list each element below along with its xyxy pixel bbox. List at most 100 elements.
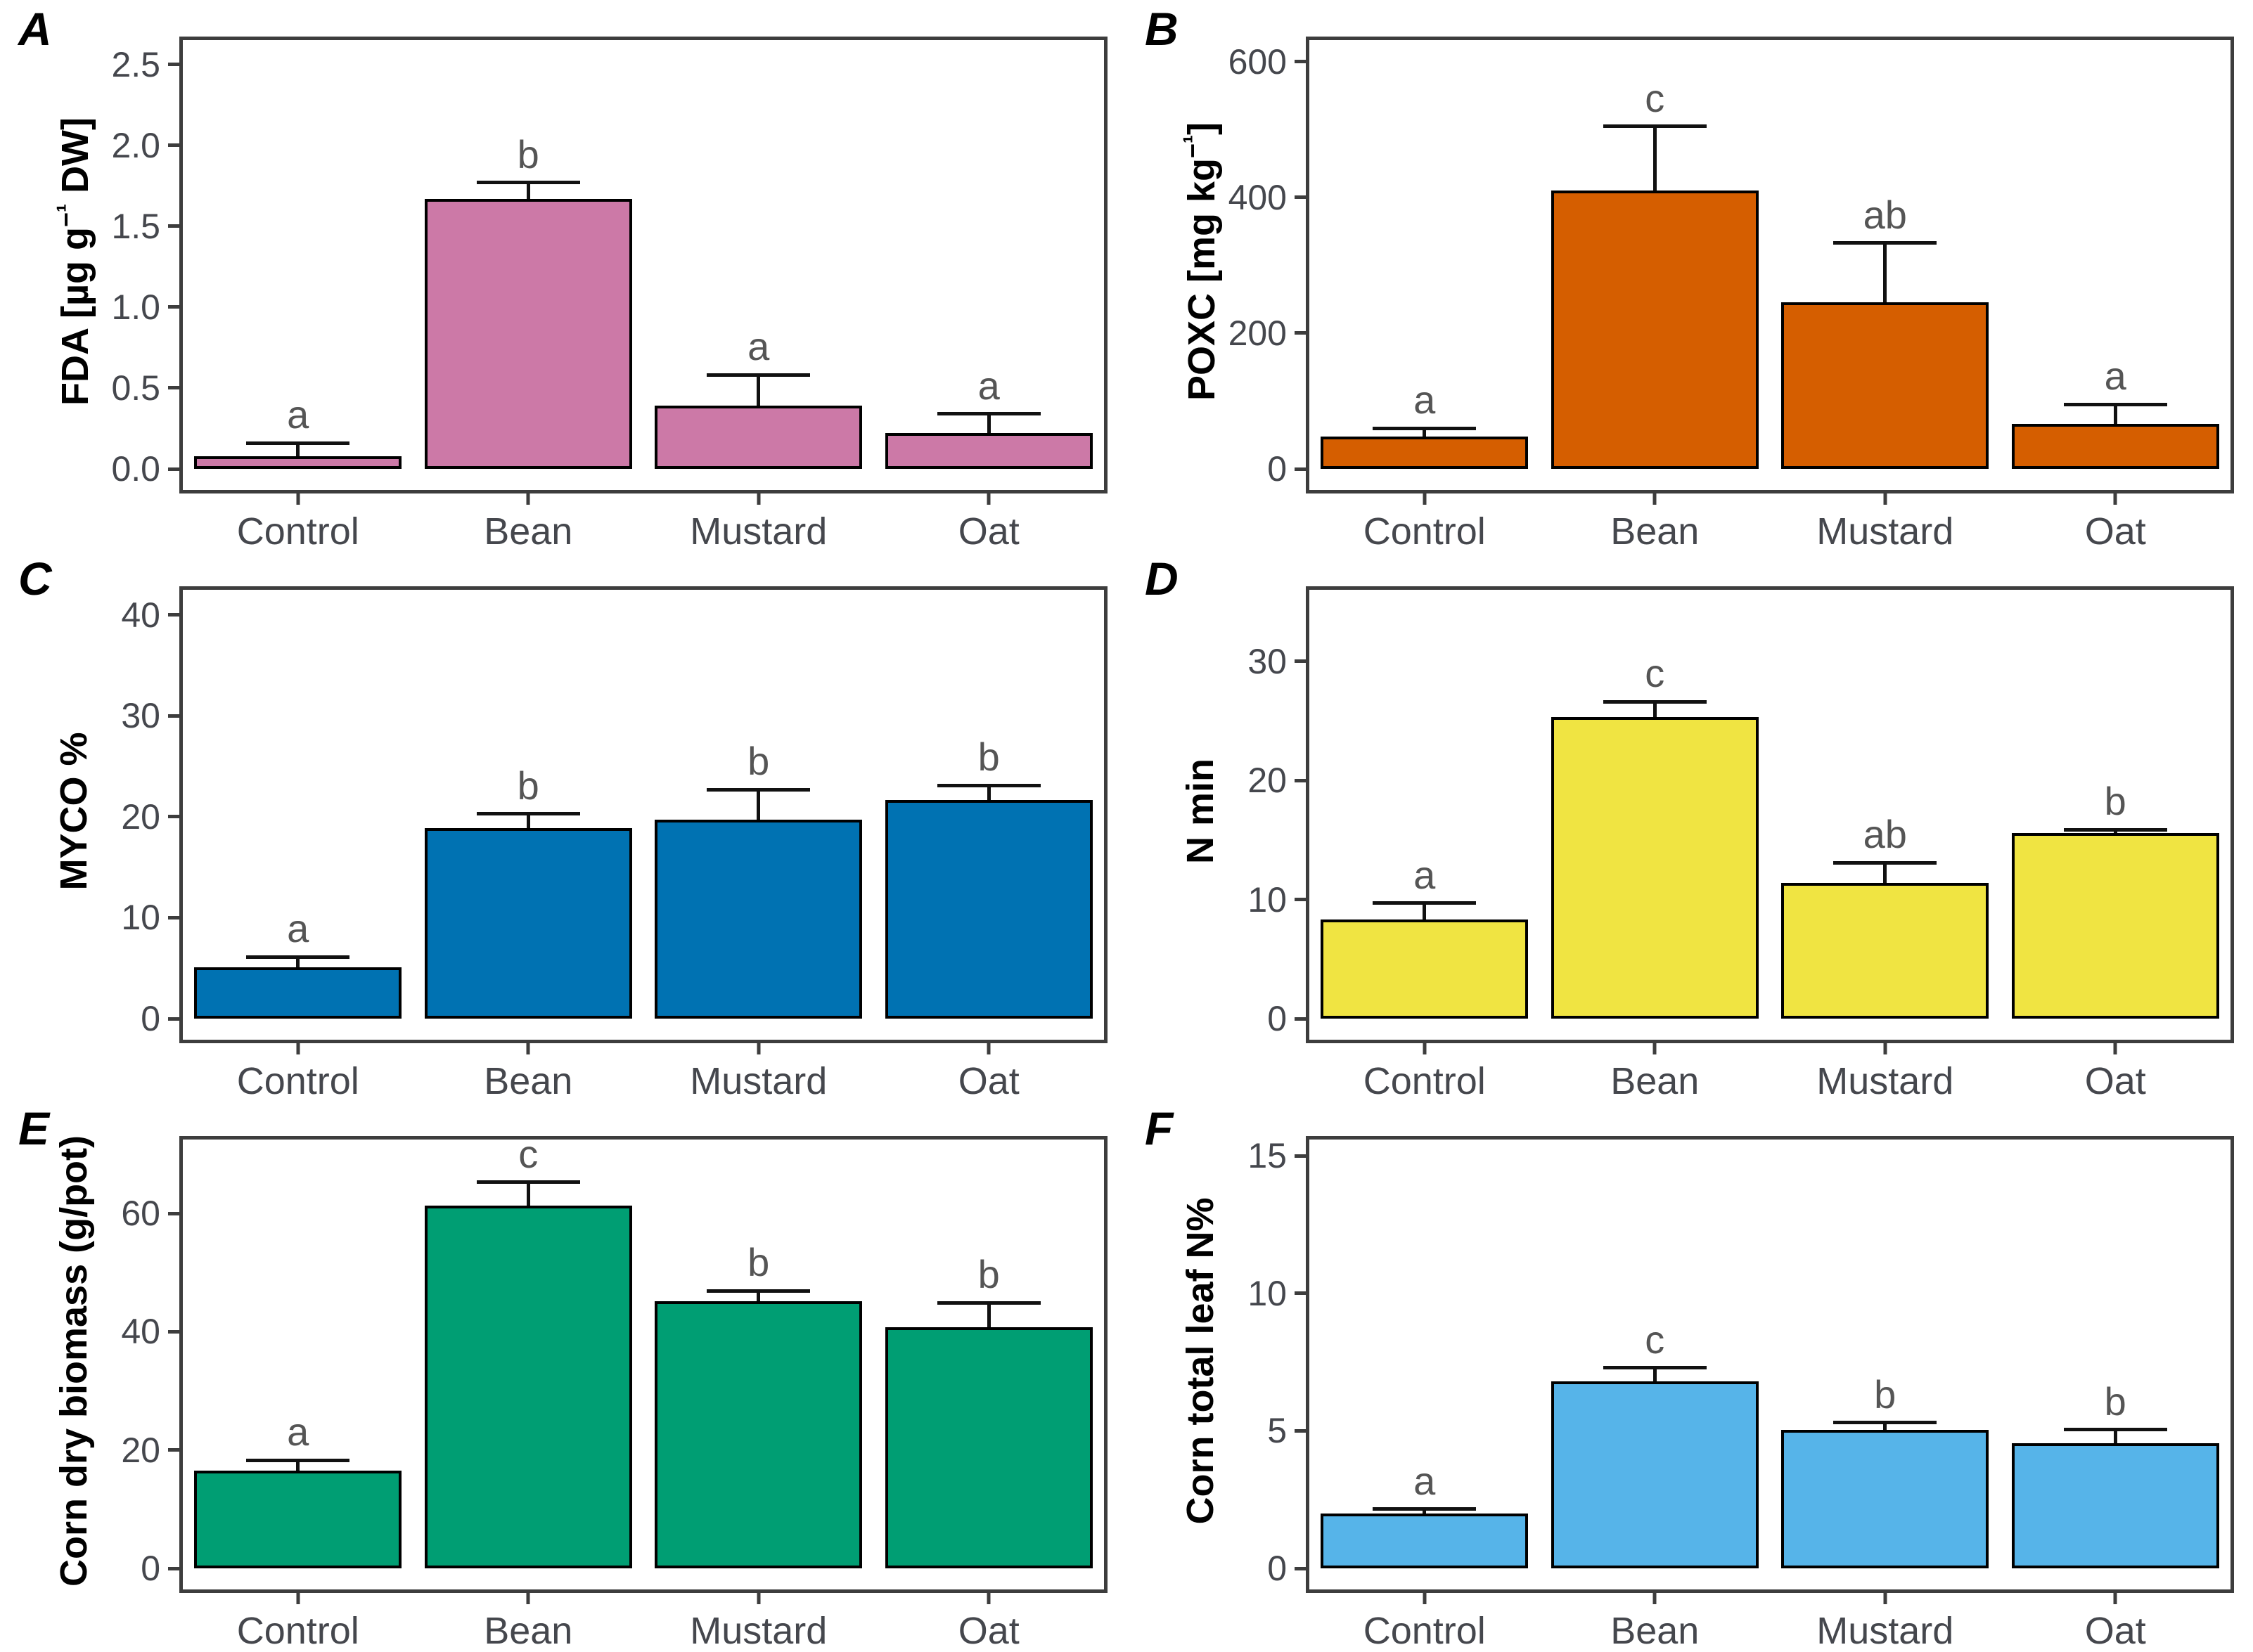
bar-mustard <box>655 820 863 1019</box>
y-tick-mark <box>168 1017 179 1021</box>
bar-control <box>194 967 402 1019</box>
x-tick-mark <box>1423 493 1427 505</box>
error-bar-bean <box>526 813 530 828</box>
x-tick-mark <box>2113 493 2117 505</box>
panel-letter: A <box>18 3 52 55</box>
x-tick-label-oat: Oat <box>958 510 1020 553</box>
plot-frame: 0.0 0.5 1.0 1.5 2.0 2.5 a Control b Bean a Mustard a… <box>111 37 1108 550</box>
error-bar-oat <box>987 413 991 434</box>
x-tick-label-mustard: Mustard <box>690 510 828 553</box>
bar-control <box>1321 436 1529 469</box>
x-tick-mark <box>2113 1043 2117 1054</box>
y-axis-title: MYCO % <box>53 732 95 891</box>
error-bar-bean <box>526 1182 530 1206</box>
y-axis-title: Corn total leaf N% <box>1179 1197 1221 1525</box>
sig-letter-bean: b <box>517 763 539 808</box>
x-tick-label-bean: Bean <box>1610 510 1700 553</box>
x-tick-mark <box>1423 1043 1427 1054</box>
error-cap-bean <box>476 1180 580 1185</box>
error-bar-mustard <box>1883 243 1887 302</box>
bar-bean <box>1551 191 1759 469</box>
error-cap-control <box>246 441 350 445</box>
x-tick-label-mustard: Mustard <box>1816 1610 1954 1652</box>
sig-letter-bean: c <box>1645 75 1665 120</box>
x-tick-mark <box>1652 1043 1657 1054</box>
bar-mustard <box>1781 882 1989 1019</box>
y-tick-label: 1.5 <box>111 206 160 246</box>
bar-bean <box>1551 717 1759 1019</box>
y-tick-label: 20 <box>121 796 160 837</box>
x-tick-label-oat: Oat <box>958 1610 1020 1652</box>
error-bar-control <box>296 957 300 967</box>
x-tick-label-bean: Bean <box>1610 1060 1700 1102</box>
x-tick-mark <box>757 1593 761 1604</box>
error-cap-mustard <box>1833 1421 1937 1425</box>
error-cap-mustard <box>1833 241 1937 245</box>
plot-frame: 0 200 400 600 a Control c Bean ab Mustard a Oat <box>1228 37 2234 550</box>
panel-a: A FDA [µg g−¹ DW] 0.0 0.5 1.0 1.5 2.0 2.5 a Contr… <box>0 0 1126 550</box>
x-tick-label-bean: Bean <box>484 1610 573 1652</box>
x-tick-mark <box>526 493 530 505</box>
panel-letter: D <box>1145 553 1179 605</box>
x-tick-label-mustard: Mustard <box>690 1610 828 1652</box>
superscript-minus-one: −¹ <box>51 203 80 227</box>
bar-mustard <box>1781 1429 1989 1568</box>
y-tick-mark <box>168 305 179 309</box>
y-tick-label: 0 <box>1267 999 1287 1038</box>
error-cap-mustard <box>707 1289 811 1293</box>
y-tick-mark <box>168 143 179 148</box>
error-bar-control <box>296 1460 300 1471</box>
error-cap-oat <box>937 783 1041 787</box>
x-tick-label-control: Control <box>1363 1060 1486 1102</box>
panel-letter: F <box>1145 1102 1174 1154</box>
error-bar-bean <box>1652 126 1657 191</box>
x-tick-label-mustard: Mustard <box>1816 1060 1954 1102</box>
x-tick-label-mustard: Mustard <box>1816 510 1954 553</box>
x-tick-mark <box>526 1043 530 1054</box>
y-axis-title: Corn dry biomass (g/pot) <box>53 1135 95 1587</box>
bar-oat <box>885 1327 1093 1568</box>
x-tick-label-control: Control <box>236 1610 359 1652</box>
y-tick-mark <box>168 1448 179 1452</box>
error-cap-control <box>246 955 350 959</box>
sig-letter-mustard: b <box>1874 1372 1896 1417</box>
sig-letter-bean: c <box>1645 651 1665 696</box>
superscript-minus-one: −¹ <box>1178 134 1207 158</box>
y-tick-label: 200 <box>1228 313 1287 353</box>
bar-bean <box>1551 1381 1759 1568</box>
plot-frame: 0 20 40 60 a Control c Bean b Mustard b Oat <box>121 1131 1108 1650</box>
y-tick-mark <box>1295 331 1306 335</box>
y-tick-mark <box>1295 659 1306 664</box>
sig-letter-control: a <box>1413 852 1436 897</box>
bar-oat <box>885 799 1093 1019</box>
bar-control <box>194 456 402 469</box>
x-tick-label-oat: Oat <box>958 1060 1020 1102</box>
y-tick-mark <box>1295 1291 1306 1296</box>
error-cap-mustard <box>1833 860 1937 865</box>
x-tick-mark <box>1883 1593 1887 1604</box>
error-bar-mustard <box>757 789 761 820</box>
x-tick-mark <box>1883 1043 1887 1054</box>
sig-letter-bean: c <box>518 1131 539 1176</box>
error-bar-control <box>1423 903 1427 920</box>
sig-letter-oat: b <box>977 735 1000 780</box>
panel-letter: B <box>1145 3 1179 55</box>
y-tick-label: 30 <box>1247 641 1287 681</box>
bar-mustard <box>655 406 863 469</box>
bar-control <box>1321 919 1529 1019</box>
y-tick-mark <box>168 714 179 718</box>
error-cap-mustard <box>707 373 811 377</box>
y-tick-mark <box>1295 195 1306 200</box>
plot-frame: 0 10 20 30 a Control c Bean ab Mustard b Oat <box>1247 586 2234 1100</box>
y-tick-mark <box>1295 467 1306 471</box>
bar-bean <box>424 827 632 1019</box>
y-tick-mark <box>168 915 179 919</box>
sig-letter-control: a <box>287 1409 309 1454</box>
error-bar-control <box>1423 428 1427 437</box>
error-cap-control <box>1373 1507 1477 1511</box>
bar-bean <box>424 198 632 469</box>
error-cap-oat <box>2063 827 2167 832</box>
sig-letter-mustard: b <box>747 739 770 784</box>
error-cap-oat <box>2063 1428 2167 1432</box>
y-tick-mark <box>1295 60 1306 64</box>
